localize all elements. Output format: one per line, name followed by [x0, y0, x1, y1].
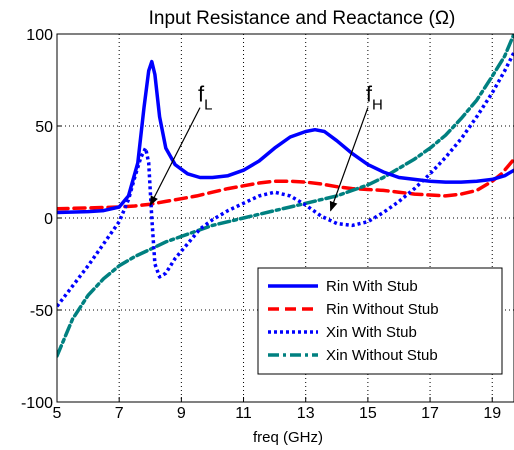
x-axis-label: freq (GHz): [253, 429, 323, 446]
x-tick-label: 13: [297, 405, 315, 422]
series-layer: [57, 34, 514, 358]
series-line-xin-with-stub: [57, 51, 514, 308]
legend-entry: Rin Without Stub: [326, 301, 439, 318]
y-tick-label: -50: [30, 303, 53, 320]
tick-layer: 5 7 9 11 13 15 17 19 -100 -50 0 50 100: [21, 27, 501, 422]
annotation-arrow: [149, 107, 201, 207]
legend: Rin With Stub Rin Without Stub Xin With St…: [257, 267, 503, 375]
annotation-main: f: [198, 82, 205, 107]
x-tick-label: 7: [115, 405, 124, 422]
x-tick-label: 15: [359, 405, 377, 422]
chart-title: Input Resistance and Reactance (Ω): [149, 8, 456, 29]
legend-entry: Rin With Stub: [326, 278, 418, 295]
x-tick-label: 17: [421, 405, 439, 422]
annotation-label: fL: [198, 82, 212, 114]
annotation-subscript: L: [204, 97, 212, 114]
y-tick-label: 50: [35, 119, 53, 136]
x-tick-label: 19: [483, 405, 501, 422]
y-tick-label: 0: [44, 211, 53, 228]
x-tick-label: 11: [235, 405, 252, 422]
series-line-xin-without-stub: [57, 34, 514, 358]
series-line-rin-with-stub: [57, 59, 514, 215]
annotation-arrow: [329, 107, 369, 212]
y-tick-label: -100: [21, 395, 53, 412]
x-tick-label: 5: [53, 405, 62, 422]
legend-entry: Xin With Stub: [326, 324, 417, 341]
y-tick-label: 100: [26, 27, 53, 44]
annotation-layer: fL fH: [149, 82, 383, 212]
legend-entry: Xin Without Stub: [326, 347, 438, 364]
series-line-rin-without-stub: [57, 157, 514, 211]
x-tick-label: 9: [177, 405, 186, 422]
annotation-label: fH: [366, 82, 383, 114]
annotation-main: f: [366, 82, 373, 107]
annotation-subscript: H: [372, 97, 383, 114]
